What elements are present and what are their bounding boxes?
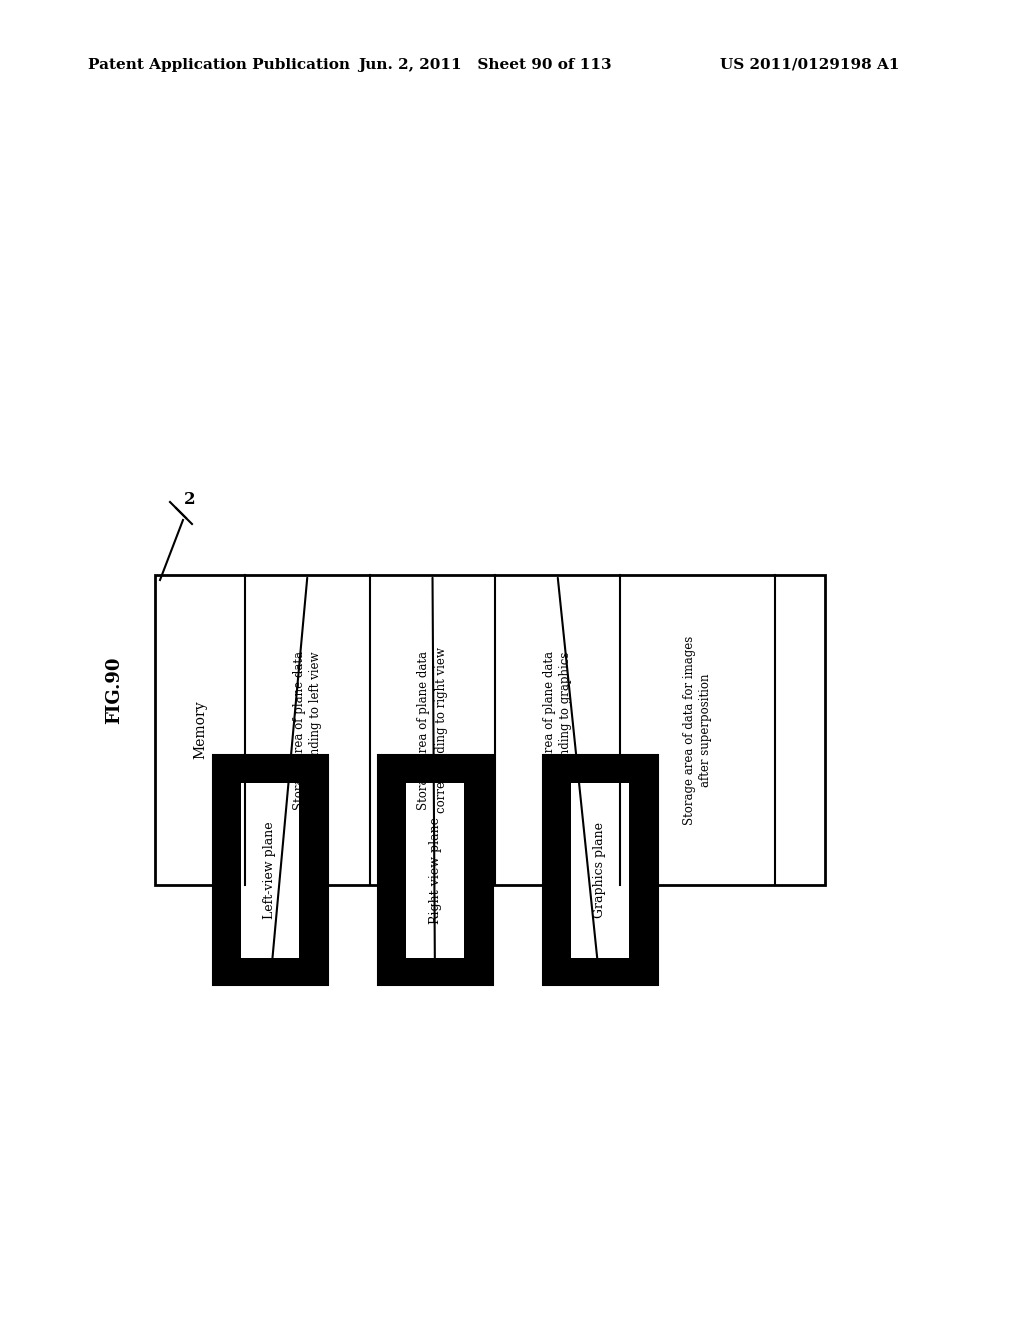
- Bar: [406, 783, 464, 957]
- Text: Memory: Memory: [193, 701, 207, 759]
- Text: Storage area of plane data
corresponding to graphics: Storage area of plane data corresponding…: [543, 651, 572, 809]
- Text: Storage area of plane data
corresponding to left view: Storage area of plane data corresponding…: [293, 651, 323, 809]
- Text: Right-view plane: Right-view plane: [428, 817, 441, 924]
- Text: Patent Application Publication: Patent Application Publication: [88, 58, 350, 73]
- Text: Storage area of plane data
corresponding to right view: Storage area of plane data corresponding…: [418, 647, 447, 813]
- Bar: [543, 755, 657, 985]
- Text: Left-view plane: Left-view plane: [263, 821, 276, 919]
- Text: US 2011/0129198 A1: US 2011/0129198 A1: [720, 58, 899, 73]
- Bar: [213, 755, 328, 985]
- Text: 2: 2: [184, 491, 196, 508]
- Bar: [155, 576, 825, 884]
- Text: Storage area of data for images
after superposition: Storage area of data for images after su…: [683, 635, 713, 825]
- Text: Graphics plane: Graphics plane: [594, 822, 606, 917]
- Bar: [241, 783, 299, 957]
- Text: Jun. 2, 2011   Sheet 90 of 113: Jun. 2, 2011 Sheet 90 of 113: [358, 58, 611, 73]
- Text: FIG.90: FIG.90: [105, 656, 123, 723]
- Bar: [378, 755, 493, 985]
- Bar: [571, 783, 629, 957]
